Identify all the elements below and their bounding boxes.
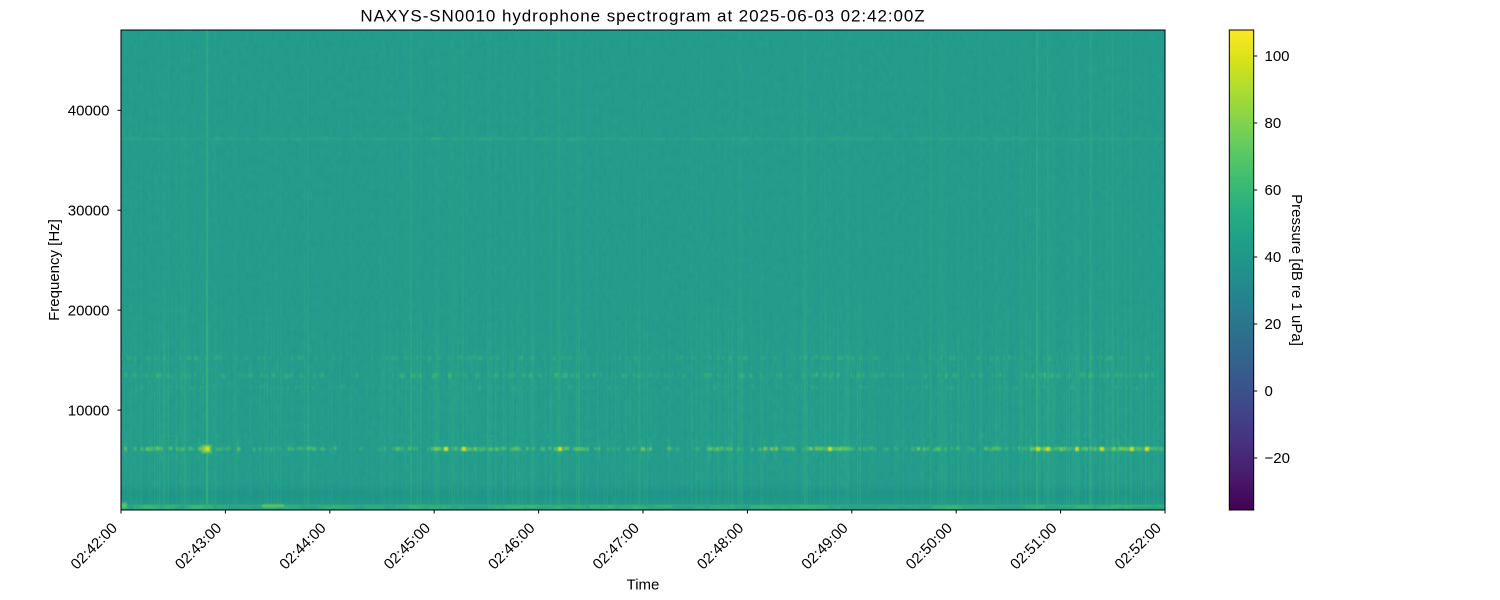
svg-text:02:50:00: 02:50:00 — [903, 520, 956, 573]
svg-text:02:46:00: 02:46:00 — [485, 520, 538, 573]
svg-text:02:49:00: 02:49:00 — [798, 520, 851, 573]
svg-text:40000: 40000 — [68, 103, 110, 120]
svg-text:02:48:00: 02:48:00 — [694, 520, 747, 573]
svg-text:02:43:00: 02:43:00 — [172, 520, 225, 573]
svg-text:02:42:00: 02:42:00 — [68, 520, 121, 573]
svg-text:02:44:00: 02:44:00 — [276, 520, 329, 573]
svg-text:20000: 20000 — [68, 302, 110, 319]
svg-text:60: 60 — [1265, 182, 1282, 199]
svg-text:20: 20 — [1265, 316, 1282, 333]
svg-text:80: 80 — [1265, 115, 1282, 132]
svg-text:0: 0 — [1265, 383, 1273, 400]
svg-text:100: 100 — [1265, 48, 1290, 65]
svg-text:10000: 10000 — [68, 402, 110, 419]
svg-text:40: 40 — [1265, 249, 1282, 266]
svg-text:02:47:00: 02:47:00 — [590, 520, 643, 573]
svg-text:30000: 30000 — [68, 202, 110, 219]
svg-text:NAXYS-SN0010 hydrophone spectr: NAXYS-SN0010 hydrophone spectrogram at 2… — [360, 7, 925, 26]
svg-text:02:45:00: 02:45:00 — [381, 520, 434, 573]
svg-text:02:52:00: 02:52:00 — [1112, 520, 1165, 573]
svg-text:Pressure [dB re 1 uPa]: Pressure [dB re 1 uPa] — [1288, 194, 1305, 346]
svg-text:Time: Time — [627, 577, 660, 594]
svg-text:−20: −20 — [1265, 450, 1290, 467]
svg-text:Frequency [Hz]: Frequency [Hz] — [46, 219, 63, 321]
svg-text:02:51:00: 02:51:00 — [1007, 520, 1060, 573]
